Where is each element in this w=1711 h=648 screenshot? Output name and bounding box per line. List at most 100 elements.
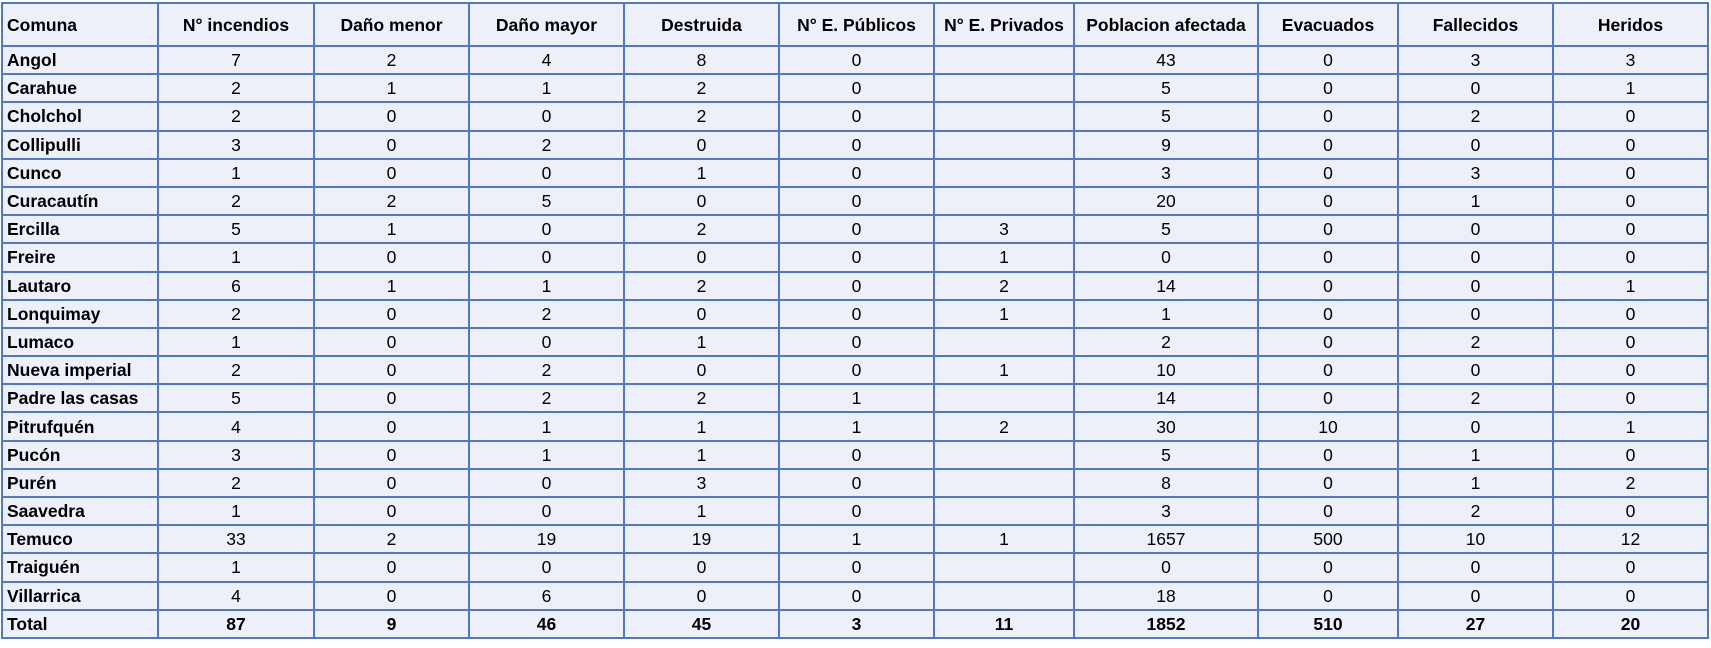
- fallecidos-cell: 2: [1397, 101, 1554, 132]
- dano-mayor-cell: 2: [468, 355, 625, 386]
- destruida-cell: 2: [623, 383, 780, 414]
- dano-mayor-cell: 2: [468, 383, 625, 414]
- evacuados-cell: 0: [1257, 185, 1399, 217]
- heridos-cell: 0: [1552, 185, 1709, 217]
- poblacion-afectada-cell: 0: [1073, 242, 1259, 273]
- poblacion-afectada-cell: 1852: [1073, 608, 1259, 639]
- destruida-cell: 1: [623, 411, 780, 442]
- table-row: Nueva imperial 2 0 2 0 0 1 10 0 0 0: [1, 355, 1709, 386]
- incendios-cell: 2: [157, 73, 315, 104]
- fallecidos-cell: 0: [1397, 214, 1554, 245]
- dano-mayor-cell: 46: [468, 608, 625, 639]
- evacuados-cell: 0: [1257, 242, 1399, 273]
- e-privados-cell: [933, 185, 1075, 217]
- e-publicos-cell: 0: [778, 467, 935, 499]
- e-privados-cell: 1: [933, 355, 1075, 386]
- dano-mayor-cell: 0: [468, 326, 625, 358]
- poblacion-afectada-cell: 5: [1073, 439, 1259, 470]
- fallecidos-cell: 1: [1397, 467, 1554, 499]
- comuna-cell: Collipulli: [1, 129, 159, 160]
- dano-mayor-cell: 2: [468, 129, 625, 160]
- evacuados-cell: 0: [1257, 214, 1399, 245]
- e-publicos-cell: 0: [778, 270, 935, 301]
- e-privados-cell: [933, 467, 1075, 499]
- evacuados-cell: 500: [1257, 524, 1399, 555]
- column-header-e-publicos: N° E. Públicos: [778, 2, 935, 47]
- column-header-poblacion-afectada: Poblacion afectada: [1073, 2, 1259, 47]
- dano-menor-cell: 0: [313, 326, 470, 358]
- comuna-cell: Villarrica: [1, 580, 159, 611]
- table-row: Saavedra 1 0 0 1 0 3 0 2 0: [1, 495, 1709, 527]
- dano-menor-cell: 0: [313, 580, 470, 611]
- incendios-cell: 2: [157, 355, 315, 386]
- comuna-cell: Total: [1, 608, 159, 639]
- e-privados-cell: [933, 101, 1075, 132]
- evacuados-cell: 510: [1257, 608, 1399, 639]
- table-row: Curacautín 2 2 5 0 0 20 0 1 0: [1, 185, 1709, 217]
- e-privados-cell: [933, 326, 1075, 358]
- incendios-cell: 1: [157, 157, 315, 188]
- destruida-cell: 19: [623, 524, 780, 555]
- e-privados-cell: [933, 129, 1075, 160]
- destruida-cell: 0: [623, 580, 780, 611]
- poblacion-afectada-cell: 43: [1073, 44, 1259, 76]
- comuna-cell: Padre las casas: [1, 383, 159, 414]
- e-publicos-cell: 0: [778, 242, 935, 273]
- poblacion-afectada-cell: 1: [1073, 298, 1259, 329]
- table-row: Lautaro 6 1 1 2 0 2 14 0 0 1: [1, 270, 1709, 301]
- heridos-cell: 0: [1552, 355, 1709, 386]
- table-row: Pucón 3 0 1 1 0 5 0 1 0: [1, 439, 1709, 470]
- e-privados-cell: [933, 157, 1075, 188]
- comuna-cell: Angol: [1, 44, 159, 76]
- e-publicos-cell: 0: [778, 552, 935, 583]
- fallecidos-cell: 0: [1397, 298, 1554, 329]
- fallecidos-cell: 3: [1397, 157, 1554, 188]
- e-publicos-cell: 0: [778, 326, 935, 358]
- destruida-cell: 0: [623, 129, 780, 160]
- dano-mayor-cell: 1: [468, 411, 625, 442]
- evacuados-cell: 0: [1257, 383, 1399, 414]
- dano-menor-cell: 0: [313, 242, 470, 273]
- incendios-cell: 33: [157, 524, 315, 555]
- e-publicos-cell: 0: [778, 439, 935, 470]
- comuna-cell: Curacautín: [1, 185, 159, 217]
- heridos-cell: 1: [1552, 411, 1709, 442]
- e-privados-cell: [933, 439, 1075, 470]
- evacuados-cell: 0: [1257, 298, 1399, 329]
- dano-menor-cell: 2: [313, 185, 470, 217]
- e-publicos-cell: 0: [778, 495, 935, 527]
- heridos-cell: 0: [1552, 580, 1709, 611]
- table-row: Collipulli 3 0 2 0 0 9 0 0 0: [1, 129, 1709, 160]
- poblacion-afectada-cell: 3: [1073, 157, 1259, 188]
- dano-mayor-cell: 4: [468, 44, 625, 76]
- heridos-cell: 1: [1552, 73, 1709, 104]
- destruida-cell: 0: [623, 355, 780, 386]
- incendios-cell: 87: [157, 608, 315, 639]
- e-publicos-cell: 0: [778, 101, 935, 132]
- dano-mayor-cell: 19: [468, 524, 625, 555]
- incendios-cell: 3: [157, 439, 315, 470]
- poblacion-afectada-cell: 9: [1073, 129, 1259, 160]
- table-row: Villarrica 4 0 6 0 0 18 0 0 0: [1, 580, 1709, 611]
- dano-menor-cell: 1: [313, 270, 470, 301]
- e-privados-cell: [933, 73, 1075, 104]
- incendios-cell: 4: [157, 580, 315, 611]
- destruida-cell: 1: [623, 326, 780, 358]
- column-header-heridos: Heridos: [1552, 2, 1709, 47]
- dano-menor-cell: 9: [313, 608, 470, 639]
- destruida-cell: 2: [623, 214, 780, 245]
- column-header-dano-menor: Daño menor: [313, 2, 470, 47]
- column-header-dano-mayor: Daño mayor: [468, 2, 625, 47]
- comuna-cell: Pitrufquén: [1, 411, 159, 442]
- table-row: Temuco 33 2 19 19 1 1 1657 500 10 12: [1, 524, 1709, 555]
- column-header-fallecidos: Fallecidos: [1397, 2, 1554, 47]
- column-header-e-privados: N° E. Privados: [933, 2, 1075, 47]
- destruida-cell: 2: [623, 270, 780, 301]
- e-privados-cell: 3: [933, 214, 1075, 245]
- evacuados-cell: 0: [1257, 129, 1399, 160]
- comuna-cell: Lautaro: [1, 270, 159, 301]
- total-row: Total 87 9 46 45 3 11 1852 510 27 20: [1, 608, 1709, 639]
- dano-mayor-cell: 1: [468, 270, 625, 301]
- table-row: Traiguén 1 0 0 0 0 0 0 0 0: [1, 552, 1709, 583]
- dano-menor-cell: 0: [313, 439, 470, 470]
